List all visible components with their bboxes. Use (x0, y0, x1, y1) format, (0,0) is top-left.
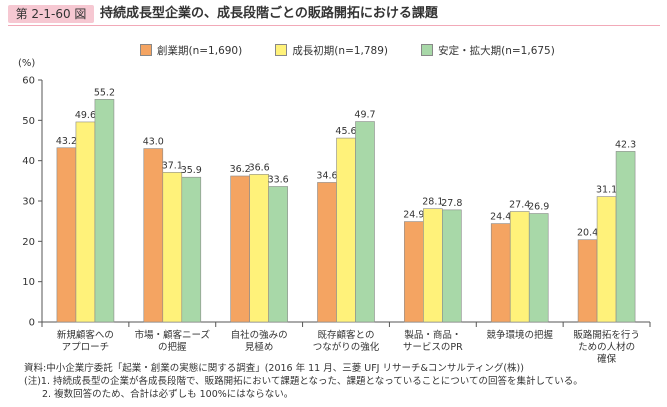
bar (181, 176, 202, 323)
footnotes: 資料:中小企業庁委託「起業・創業の実態に関する調査」(2016 年 11 月、三… (24, 362, 583, 401)
footnote-note-2: 2. 複数回答のため、合計は必ずしも 100%にはならない。 (42, 389, 294, 400)
bar (162, 172, 183, 323)
bar-value-label: 26.9 (528, 202, 549, 213)
bar (230, 175, 250, 323)
bar-value-label: 27.8 (441, 198, 462, 209)
y-tick-label: 40 (22, 156, 35, 167)
bar-value-label: 35.9 (181, 165, 202, 176)
bar-value-label: 33.6 (268, 174, 289, 185)
bar (615, 151, 636, 323)
y-tick-label: 60 (22, 76, 35, 87)
x-category-label: 確保 (597, 353, 617, 365)
bar (404, 221, 424, 323)
y-tick-label: 50 (22, 116, 35, 127)
y-tick-label: 30 (22, 197, 35, 208)
x-category-label: の把握 (158, 341, 187, 353)
x-category-label: 既存顧客との (318, 329, 375, 341)
x-category-label: 新規顧客への (57, 329, 114, 341)
footnote-source: 資料:中小企業庁委託「起業・創業の実態に関する調査」(2016 年 11 月、三… (24, 363, 524, 374)
bar (442, 209, 462, 323)
x-category-label: 販路開拓を行う (573, 329, 640, 341)
figure-header: 第 2-1-60 図 持続成長型企業の、成長段階ごとの販路開拓における課題 (0, 0, 667, 26)
x-category-label: 製品・商品・ (404, 329, 461, 341)
bar-value-label: 31.1 (596, 185, 617, 196)
figure-title: 持続成長型企業の、成長段階ごとの販路開拓における課題 (100, 6, 438, 21)
bar (423, 208, 443, 323)
bar-value-label: 36.2 (230, 164, 251, 175)
bar (490, 223, 511, 323)
x-category-label: つながりの強化 (313, 341, 380, 353)
bar-value-label: 43.2 (56, 136, 77, 147)
y-axis-unit-label: (%) (18, 58, 36, 69)
bar (528, 213, 549, 323)
y-tick-label: 10 (22, 277, 35, 288)
bar-value-label: 49.7 (354, 110, 375, 121)
x-category-label: 競争環境の把握 (486, 329, 553, 341)
bar (577, 239, 598, 323)
x-category-label: サービスのPR (403, 342, 463, 353)
legend-label-early-growth: 成長初期(n=1,789) (292, 44, 389, 57)
footnote-note-1: (注)1. 持続成長型の企業が各成長段階で、販路開拓において課題となった、課題と… (24, 376, 583, 387)
bar (94, 99, 115, 323)
legend-label-startup: 創業期(n=1,690) (157, 44, 243, 57)
legend-swatch-stable-expansion (421, 43, 434, 56)
x-category-label: 市場・顧客ニーズ (135, 329, 211, 341)
header-rule (8, 25, 660, 26)
bar-value-label: 24.4 (490, 212, 511, 223)
bar-value-label: 43.0 (143, 137, 164, 148)
bar (143, 148, 164, 323)
x-category-label: 見極め (245, 341, 274, 353)
bar (336, 137, 356, 323)
chart-legend: 創業期(n=1,690) 成長初期(n=1,789) 安定・拡大期(n=1,67… (140, 40, 583, 58)
legend-label-stable-expansion: 安定・拡大期(n=1,675) (438, 44, 555, 57)
bar (509, 211, 530, 323)
legend-swatch-early-growth (275, 43, 288, 56)
bar-value-label: 28.1 (422, 197, 443, 208)
legend-swatch-startup (140, 43, 152, 56)
figure-number-badge: 第 2-1-60 図 (8, 5, 94, 23)
bar (355, 121, 375, 323)
x-category-label: アプローチ (62, 342, 110, 353)
bar-value-label: 36.6 (249, 162, 270, 173)
bar (249, 174, 269, 323)
bar-value-label: 27.4 (509, 199, 530, 210)
x-category-label: ための人材の (578, 341, 635, 353)
bar-value-label: 24.9 (403, 210, 424, 221)
legend-item-stable-expansion: 安定・拡大期(n=1,675) (421, 43, 555, 58)
y-tick-label: 20 (22, 237, 35, 248)
legend-item-early-growth: 成長初期(n=1,789) (275, 43, 389, 58)
bar-value-label: 34.6 (316, 170, 337, 181)
bar-value-label: 42.3 (615, 139, 636, 150)
x-category-label: 自社の強みの (231, 329, 288, 341)
y-tick-label: 0 (29, 318, 35, 329)
bar (75, 121, 96, 323)
bar-value-label: 55.2 (94, 87, 115, 98)
bar (317, 182, 337, 323)
legend-item-startup: 創業期(n=1,690) (140, 43, 243, 58)
bar-value-label: 20.4 (577, 228, 598, 239)
bar-value-label: 37.1 (162, 160, 183, 171)
bar-value-label: 49.6 (75, 110, 96, 121)
bar (268, 186, 288, 323)
bar (56, 147, 77, 323)
bar-value-label: 45.6 (335, 126, 356, 137)
bar (596, 196, 617, 323)
